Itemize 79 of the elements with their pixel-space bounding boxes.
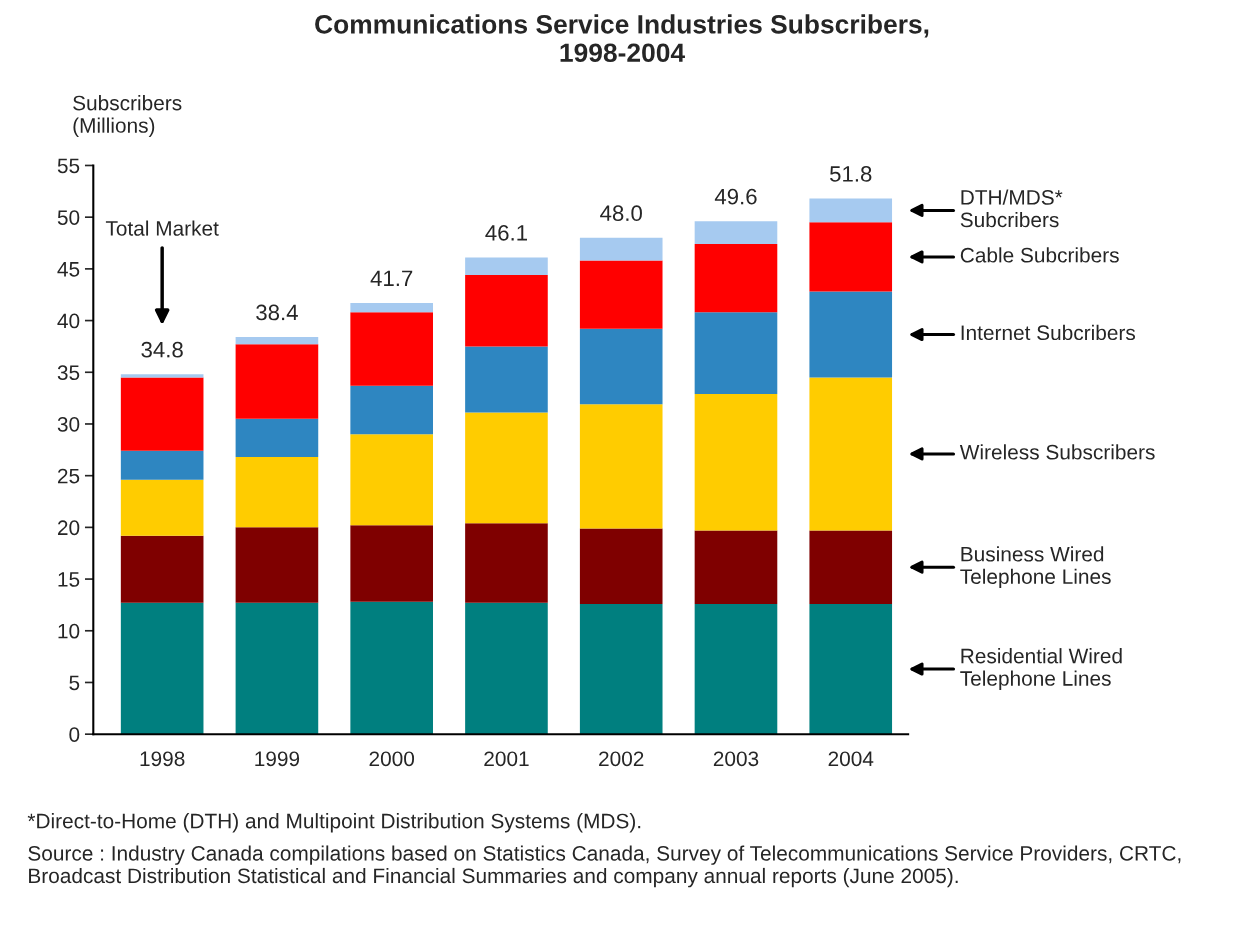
bar (694, 393, 778, 531)
bar (350, 312, 433, 386)
total-label: 49.6 (714, 188, 757, 205)
bar (579, 528, 663, 604)
bar (694, 244, 778, 313)
bar (235, 418, 319, 458)
y-tick-label: 45 (57, 262, 80, 277)
bar (694, 312, 778, 394)
total-label: 51.8 (830, 166, 872, 182)
bar (694, 221, 778, 245)
x-tick-label: 2003 (713, 751, 759, 767)
annotation: Total Market (105, 220, 219, 236)
bar (350, 303, 433, 313)
bar (465, 412, 548, 524)
text: *Direct-to-Home (DTH) and Multipoint Distribution Systems (MDS). (27, 813, 641, 833)
bar (809, 530, 893, 604)
bar (465, 275, 548, 347)
x-tick-label: 2001 (484, 751, 529, 767)
y-tick-label: 30 (57, 416, 80, 432)
y-tick-label: 35 (57, 365, 80, 381)
text: Cable Subcribers (960, 247, 1119, 263)
x-tick-label: 1999 (255, 751, 300, 767)
bar (235, 344, 319, 419)
bar (809, 222, 893, 292)
y-tick-label: 15 (58, 572, 80, 587)
bar (809, 198, 893, 223)
y-tick-label: 20 (57, 520, 80, 536)
x-tick-label: 2000 (369, 751, 415, 767)
y-tick-label: 5 (69, 675, 80, 691)
bar (120, 602, 204, 735)
bar (120, 535, 204, 603)
x-tick-label: 2002 (599, 751, 644, 767)
bar (579, 260, 663, 329)
bar (809, 377, 893, 531)
total-label: 41.7 (370, 270, 413, 286)
bar (235, 527, 319, 603)
bar (350, 385, 433, 435)
y-tick-label: 50 (57, 210, 80, 225)
bar (809, 291, 893, 378)
bar (579, 237, 663, 261)
chart-title: Communications Service Industries Subscribers, 1998-2004 (315, 14, 929, 63)
y-tick-label: 40 (57, 313, 80, 329)
bar (235, 457, 319, 528)
text: Business Wired Telephone Lines (960, 546, 1111, 589)
bar (465, 346, 548, 413)
bar (465, 602, 548, 735)
x-tick-label: 1998 (140, 751, 185, 767)
x-tick-label: 2004 (828, 751, 874, 767)
bar (465, 523, 548, 603)
bar (694, 603, 778, 735)
bar (120, 374, 204, 378)
y-axis-title: Subscribers (Millions) (73, 95, 182, 137)
total-label: 34.8 (141, 341, 183, 358)
bar (235, 602, 319, 735)
text: Residential Wired Telephone Lines (960, 648, 1122, 690)
bar (350, 601, 433, 735)
bar (579, 404, 663, 529)
source-note: Source : Industry Canada compilations based on Statistics Canada, Survey of Telecommunications Service Providers, CRTC, Broadcast Distribution Statistical and Financial Summaries and company annual reports (June 2005). (28, 845, 1181, 888)
bar (579, 328, 663, 405)
y-tick-label: 10 (58, 623, 80, 639)
bar (579, 603, 663, 735)
text: Wireless Subscribers (959, 444, 1155, 460)
bar (350, 525, 433, 602)
bar (120, 377, 204, 451)
y-tick-label: 55 (57, 158, 80, 174)
bar (120, 450, 204, 480)
y-tick-label: 0 (69, 727, 80, 742)
total-label: 48.0 (600, 205, 642, 222)
bar (694, 530, 778, 604)
total-label: 38.4 (256, 304, 298, 321)
bar (465, 257, 548, 276)
bar (120, 479, 204, 536)
bar (235, 337, 319, 345)
bar (809, 603, 893, 735)
bar (350, 434, 433, 526)
text: Internet Subcribers (961, 324, 1136, 341)
y-tick-label: 25 (57, 468, 80, 484)
total-label: 46.1 (485, 224, 527, 241)
text: DTH/MDS* Subcribers (960, 189, 1063, 228)
